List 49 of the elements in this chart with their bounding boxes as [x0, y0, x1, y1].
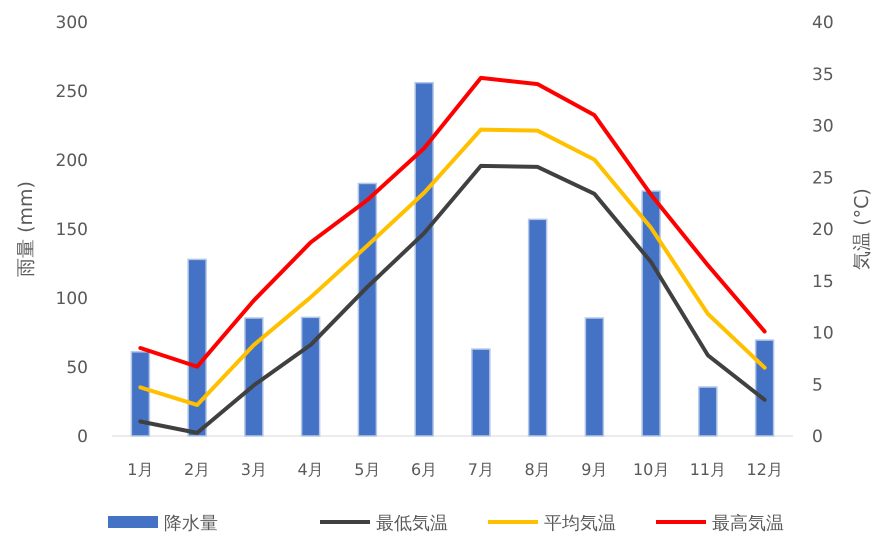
y2-tick-label: 30: [812, 116, 834, 136]
x-tick-label: 2月: [184, 460, 210, 479]
bar: [244, 317, 264, 437]
bar: [641, 190, 661, 437]
y-tick-label: 100: [56, 289, 88, 309]
x-tick-label: 8月: [524, 460, 551, 479]
bar: [300, 316, 320, 437]
x-tick-label: 10月: [632, 460, 670, 479]
bar: [414, 82, 434, 437]
bar: [471, 348, 491, 437]
x-tick-label: 11月: [690, 460, 726, 479]
bar: [358, 182, 378, 437]
x-tick-label: 12月: [746, 460, 783, 479]
y-tick-label: 50: [66, 358, 88, 378]
y-axis-title: 雨量 (mm): [15, 181, 37, 277]
line-series: [138, 128, 767, 407]
bar: [187, 258, 207, 437]
legend-label: 降水量: [164, 513, 218, 534]
y2-tick-label: 35: [812, 64, 834, 85]
x-tick-label: 4月: [298, 460, 324, 479]
y2-tick-label: 15: [812, 272, 834, 292]
y2-tick-label: 10: [812, 324, 834, 344]
x-tick-label: 1月: [127, 460, 154, 479]
y-tick-label: 150: [56, 220, 88, 240]
y2-tick-label: 5: [812, 375, 823, 396]
line-series: [138, 76, 767, 369]
legend-label: 最高気温: [712, 513, 784, 534]
x-tick-label: 5月: [354, 460, 380, 479]
bar: [528, 218, 548, 437]
y2-tick-label: 25: [812, 168, 834, 188]
y2-tick-label: 40: [812, 13, 834, 33]
y2-axis-title: 気温 (°C): [851, 188, 873, 270]
bar: [584, 317, 604, 437]
x-tick-label: 6月: [411, 460, 438, 479]
line-series: [138, 164, 767, 435]
legend-label: 平均気温: [544, 513, 616, 534]
legend-label: 最低気温: [376, 513, 448, 534]
y-tick-label: 300: [56, 13, 88, 33]
y-tick-label: 200: [56, 151, 88, 171]
y2-tick-label: 0: [812, 427, 823, 447]
y-tick-label: 250: [56, 82, 88, 102]
y2-tick-label: 20: [812, 220, 834, 240]
bar: [754, 339, 774, 437]
x-tick-label: 9月: [581, 460, 608, 479]
x-tick-label: 7月: [468, 460, 494, 479]
bar: [130, 351, 150, 437]
x-tick-label: 3月: [240, 460, 267, 479]
y-tick-label: 0: [77, 427, 88, 447]
bar: [698, 386, 718, 437]
